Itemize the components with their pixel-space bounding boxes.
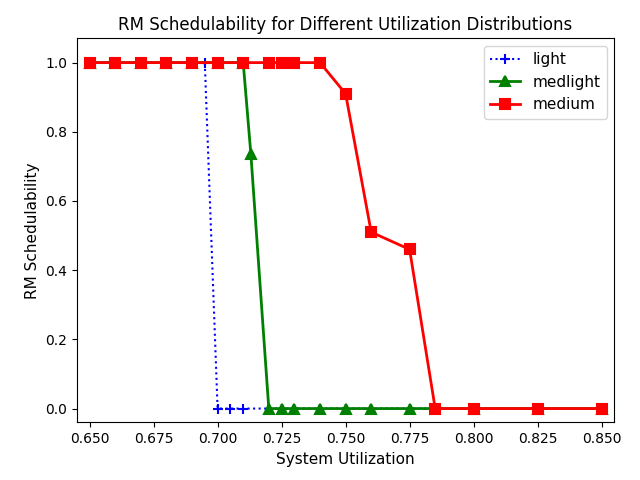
medium [367,229,375,235]
medlight [188,60,196,65]
medlight [470,406,477,411]
light [227,406,234,411]
medium [342,91,349,96]
medlight [239,60,247,65]
light [163,60,170,65]
light [470,406,477,411]
medlight [291,406,298,411]
medium [316,60,324,65]
medlight [534,406,541,411]
medium [470,406,477,411]
light [239,406,247,411]
medium [214,60,221,65]
medium [431,406,439,411]
medlight [247,151,255,157]
medium [239,60,247,65]
Line: medium: medium [84,58,607,413]
medium [265,60,273,65]
light [214,406,221,411]
light [278,406,285,411]
Line: medlight: medlight [84,58,607,413]
medlight [367,406,375,411]
medlight [342,406,349,411]
Title: RM Schedulability for Different Utilization Distributions: RM Schedulability for Different Utilizat… [118,16,573,34]
X-axis label: System Utilization: System Utilization [276,452,415,467]
medium [598,406,605,411]
light [342,406,349,411]
light [188,60,196,65]
medlight [278,406,285,411]
medlight [316,406,324,411]
medium [111,60,119,65]
Line: light: light [84,58,607,413]
medium [163,60,170,65]
medlight [137,60,145,65]
medlight [406,406,413,411]
medlight [163,60,170,65]
light [598,406,605,411]
light [137,60,145,65]
medlight [111,60,119,65]
medium [406,247,413,252]
medium [534,406,541,411]
medlight [86,60,93,65]
medium [137,60,145,65]
medlight [598,406,605,411]
Legend: light, medlight, medium: light, medlight, medium [484,46,607,119]
medlight [214,60,221,65]
Y-axis label: RM Schedulability: RM Schedulability [24,162,40,299]
light [406,406,413,411]
medium [86,60,93,65]
light [111,60,119,65]
medium [278,60,285,65]
light [201,60,209,65]
medium [291,60,298,65]
medlight [265,406,273,411]
light [86,60,93,65]
light [534,406,541,411]
medium [188,60,196,65]
